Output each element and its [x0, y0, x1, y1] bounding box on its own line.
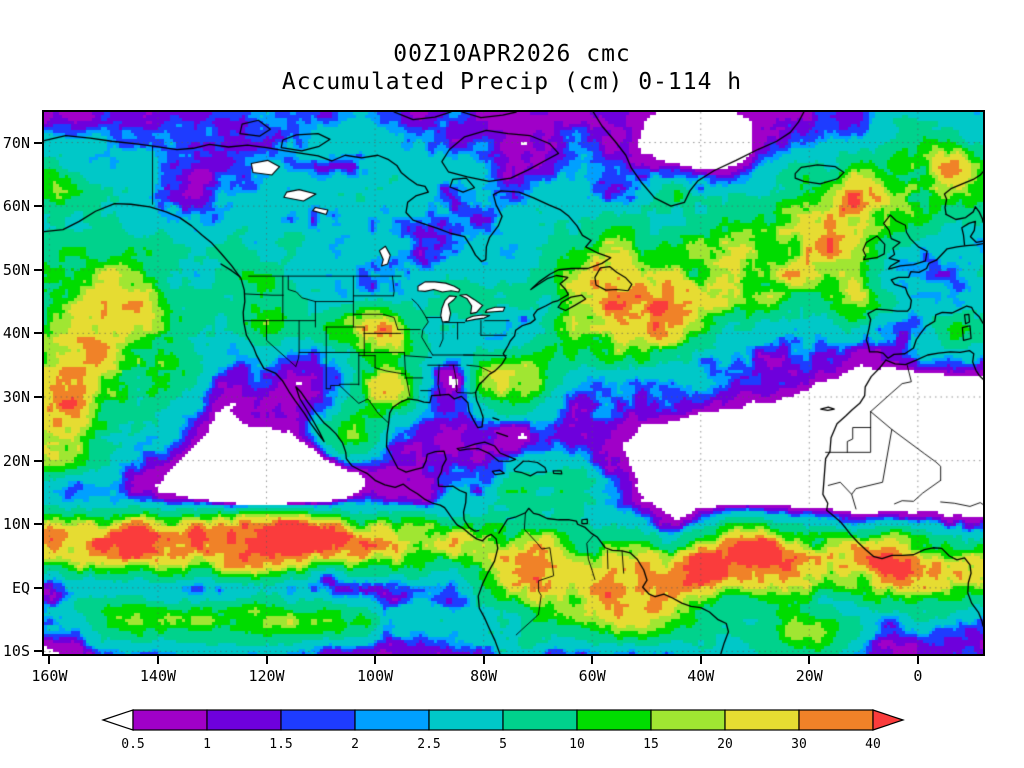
lat-label: 20N — [2, 451, 30, 470]
axis-tick-left — [34, 459, 42, 462]
map-frame — [42, 110, 985, 656]
plot-title: 00Z10APR2026 cmc Accumulated Precip (cm)… — [0, 40, 1024, 96]
lat-label: 30N — [2, 387, 30, 406]
colorbar-arrow-above — [872, 709, 905, 731]
axis-tick-left — [34, 268, 42, 271]
colorbar-label: 0.5 — [121, 737, 144, 752]
lon-label: 20W — [795, 667, 823, 685]
colorbar-label: 15 — [643, 737, 659, 752]
colorbar-segment — [132, 709, 208, 731]
colorbar-label: 40 — [865, 737, 881, 752]
axis-tick-bottom — [265, 656, 268, 664]
lat-label: 40N — [2, 324, 30, 343]
lon-label: 160W — [31, 667, 68, 685]
lat-label: 60N — [2, 197, 30, 216]
axis-tick-left — [34, 332, 42, 335]
lon-label: 0 — [913, 667, 923, 685]
colorbar-segment — [280, 709, 356, 731]
axis-tick-left — [34, 523, 42, 526]
lon-label: 120W — [248, 667, 285, 685]
plot-title-line1: 00Z10APR2026 cmc — [393, 41, 631, 67]
colorbar-label: 2 — [351, 737, 359, 752]
colorbar-segment — [428, 709, 504, 731]
precip-field-canvas — [44, 112, 983, 654]
lat-label: EQ — [11, 578, 30, 597]
axis-tick-left — [34, 586, 42, 589]
colorbar-label: 20 — [717, 737, 733, 752]
axis-tick-left — [34, 205, 42, 208]
axis-tick-bottom — [374, 656, 377, 664]
colorbar: 0.5 1 1.5 2 2.5 5 10 15 20 30 40 — [101, 709, 905, 752]
lat-label: 10N — [2, 515, 30, 534]
lon-label: 80W — [470, 667, 498, 685]
lat-label: 10S — [2, 642, 30, 661]
colorbar-label: 1 — [203, 737, 211, 752]
axis-tick-left — [34, 650, 42, 653]
lat-label: 70N — [2, 133, 30, 152]
lon-label: 140W — [139, 667, 177, 685]
lon-label: 60W — [578, 667, 606, 685]
axis-tick-left — [34, 395, 42, 398]
axis-tick-bottom — [156, 656, 159, 664]
colorbar-label: 5 — [499, 737, 507, 752]
lon-label: 40W — [687, 667, 715, 685]
colorbar-label: 2.5 — [417, 737, 440, 752]
axis-tick-bottom — [808, 656, 811, 664]
axis-tick-bottom — [916, 656, 919, 664]
colorbar-arrow-below — [101, 709, 134, 731]
axis-tick-bottom — [699, 656, 702, 664]
lat-label: 50N — [2, 260, 30, 279]
plot-title-line2: Accumulated Precip (cm) 0-114 h — [281, 69, 743, 95]
axis-tick-bottom — [591, 656, 594, 664]
colorbar-segment — [650, 709, 726, 731]
axis-tick-bottom — [482, 656, 485, 664]
colorbar-label: 30 — [791, 737, 807, 752]
colorbar-segment — [798, 709, 874, 731]
axis-tick-left — [34, 141, 42, 144]
colorbar-segment — [724, 709, 800, 731]
colorbar-label: 1.5 — [269, 737, 292, 752]
colorbar-label: 10 — [569, 737, 585, 752]
colorbar-segment — [354, 709, 430, 731]
colorbar-segment — [206, 709, 282, 731]
lon-label: 100W — [357, 667, 394, 685]
colorbar-segment — [502, 709, 578, 731]
colorbar-segment — [576, 709, 652, 731]
axis-tick-bottom — [48, 656, 51, 664]
